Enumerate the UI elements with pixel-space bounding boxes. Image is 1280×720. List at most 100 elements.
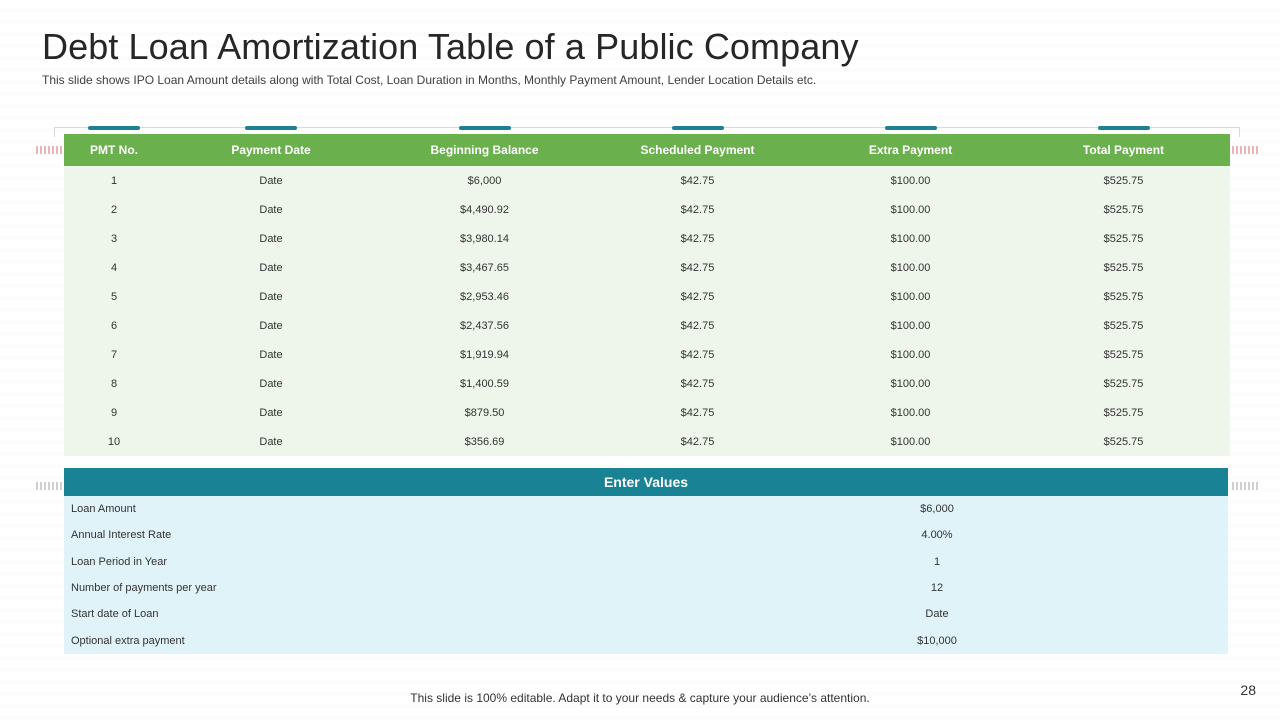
cell-payment-date: Date (164, 253, 378, 282)
value-label: Loan Period in Year (64, 548, 646, 575)
cell-payment-date: Date (164, 195, 378, 224)
cell-beginning-balance: $1,400.59 (378, 369, 591, 398)
cell-scheduled-payment: $42.75 (591, 427, 804, 456)
cell-scheduled-payment: $42.75 (591, 340, 804, 369)
value-label: Start date of Loan (64, 601, 646, 628)
cell-extra-payment: $100.00 (804, 224, 1017, 253)
enter-values-header-row: Enter Values (64, 468, 1228, 496)
side-decoration (1232, 146, 1258, 154)
column-accent-tick (245, 126, 297, 130)
cell-total-payment: $525.75 (1017, 398, 1230, 427)
value-row: Optional extra payment $10,000 (64, 627, 1228, 654)
cell-payment-date: Date (164, 427, 378, 456)
value-cell: Date (646, 601, 1228, 628)
table-row: 10 Date $356.69 $42.75 $100.00 $525.75 (64, 427, 1230, 456)
cell-payment-date: Date (164, 166, 378, 195)
column-accent-tick (672, 126, 724, 130)
value-label: Annual Interest Rate (64, 522, 646, 549)
table-frame-right (1239, 127, 1240, 137)
amortization-table: PMT No. Payment Date Beginning Balance S… (64, 134, 1230, 456)
cell-scheduled-payment: $42.75 (591, 282, 804, 311)
cell-total-payment: $525.75 (1017, 427, 1230, 456)
value-row: Start date of Loan Date (64, 601, 1228, 628)
header-beginning-balance: Beginning Balance (378, 134, 591, 166)
cell-scheduled-payment: $42.75 (591, 369, 804, 398)
cell-beginning-balance: $2,437.56 (378, 311, 591, 340)
table-row: 1 Date $6,000 $42.75 $100.00 $525.75 (64, 166, 1230, 195)
cell-extra-payment: $100.00 (804, 369, 1017, 398)
cell-payment-date: Date (164, 340, 378, 369)
cell-scheduled-payment: $42.75 (591, 253, 804, 282)
value-row: Loan Amount $6,000 (64, 496, 1228, 523)
cell-total-payment: $525.75 (1017, 224, 1230, 253)
value-cell: 4.00% (646, 522, 1228, 549)
table-frame-line (54, 127, 1240, 128)
value-cell: 1 (646, 548, 1228, 575)
cell-extra-payment: $100.00 (804, 195, 1017, 224)
cell-extra-payment: $100.00 (804, 253, 1017, 282)
column-accent-tick (459, 126, 511, 130)
cell-beginning-balance: $1,919.94 (378, 340, 591, 369)
value-cell: $6,000 (646, 496, 1228, 523)
header-extra-payment: Extra Payment (804, 134, 1017, 166)
table-row: 7 Date $1,919.94 $42.75 $100.00 $525.75 (64, 340, 1230, 369)
cell-pmt-no: 2 (64, 195, 164, 224)
cell-pmt-no: 4 (64, 253, 164, 282)
cell-beginning-balance: $6,000 (378, 166, 591, 195)
cell-total-payment: $525.75 (1017, 166, 1230, 195)
enter-values-table: Enter Values Loan Amount $6,000 Annual I… (64, 468, 1228, 654)
page-number: 28 (1240, 682, 1256, 698)
header-total-payment: Total Payment (1017, 134, 1230, 166)
value-row: Loan Period in Year 1 (64, 548, 1228, 575)
cell-beginning-balance: $3,980.14 (378, 224, 591, 253)
table-row: 6 Date $2,437.56 $42.75 $100.00 $525.75 (64, 311, 1230, 340)
cell-total-payment: $525.75 (1017, 253, 1230, 282)
cell-extra-payment: $100.00 (804, 340, 1017, 369)
value-cell: $10,000 (646, 627, 1228, 654)
value-row: Annual Interest Rate 4.00% (64, 522, 1228, 549)
cell-total-payment: $525.75 (1017, 369, 1230, 398)
cell-scheduled-payment: $42.75 (591, 311, 804, 340)
cell-pmt-no: 7 (64, 340, 164, 369)
table-row: 5 Date $2,953.46 $42.75 $100.00 $525.75 (64, 282, 1230, 311)
cell-pmt-no: 3 (64, 224, 164, 253)
cell-total-payment: $525.75 (1017, 311, 1230, 340)
value-cell: 12 (646, 574, 1228, 602)
cell-beginning-balance: $3,467.65 (378, 253, 591, 282)
header-pmt-no: PMT No. (64, 134, 164, 166)
cell-extra-payment: $100.00 (804, 398, 1017, 427)
cell-payment-date: Date (164, 398, 378, 427)
table-row: 9 Date $879.50 $42.75 $100.00 $525.75 (64, 398, 1230, 427)
cell-total-payment: $525.75 (1017, 340, 1230, 369)
header-payment-date: Payment Date (164, 134, 378, 166)
enter-values-heading: Enter Values (64, 468, 1228, 496)
side-decoration (1232, 482, 1258, 490)
cell-beginning-balance: $4,490.92 (378, 195, 591, 224)
cell-payment-date: Date (164, 282, 378, 311)
column-accent-tick (885, 126, 937, 130)
cell-pmt-no: 6 (64, 311, 164, 340)
cell-payment-date: Date (164, 369, 378, 398)
cell-total-payment: $525.75 (1017, 282, 1230, 311)
side-decoration (36, 482, 62, 490)
value-label: Optional extra payment (64, 627, 646, 654)
column-accent-tick (88, 126, 140, 130)
cell-extra-payment: $100.00 (804, 166, 1017, 195)
value-label: Loan Amount (64, 496, 646, 523)
cell-extra-payment: $100.00 (804, 282, 1017, 311)
cell-scheduled-payment: $42.75 (591, 166, 804, 195)
table-row: 4 Date $3,467.65 $42.75 $100.00 $525.75 (64, 253, 1230, 282)
slide-footer-note: This slide is 100% editable. Adapt it to… (410, 691, 870, 705)
table-row: 8 Date $1,400.59 $42.75 $100.00 $525.75 (64, 369, 1230, 398)
cell-pmt-no: 9 (64, 398, 164, 427)
cell-total-payment: $525.75 (1017, 195, 1230, 224)
header-scheduled-payment: Scheduled Payment (591, 134, 804, 166)
table-row: 3 Date $3,980.14 $42.75 $100.00 $525.75 (64, 224, 1230, 253)
cell-extra-payment: $100.00 (804, 311, 1017, 340)
slide-subtitle: This slide shows IPO Loan Amount details… (42, 73, 817, 87)
side-decoration (36, 146, 62, 154)
slide-title: Debt Loan Amortization Table of a Public… (42, 26, 859, 67)
cell-beginning-balance: $356.69 (378, 427, 591, 456)
cell-beginning-balance: $879.50 (378, 398, 591, 427)
cell-pmt-no: 5 (64, 282, 164, 311)
